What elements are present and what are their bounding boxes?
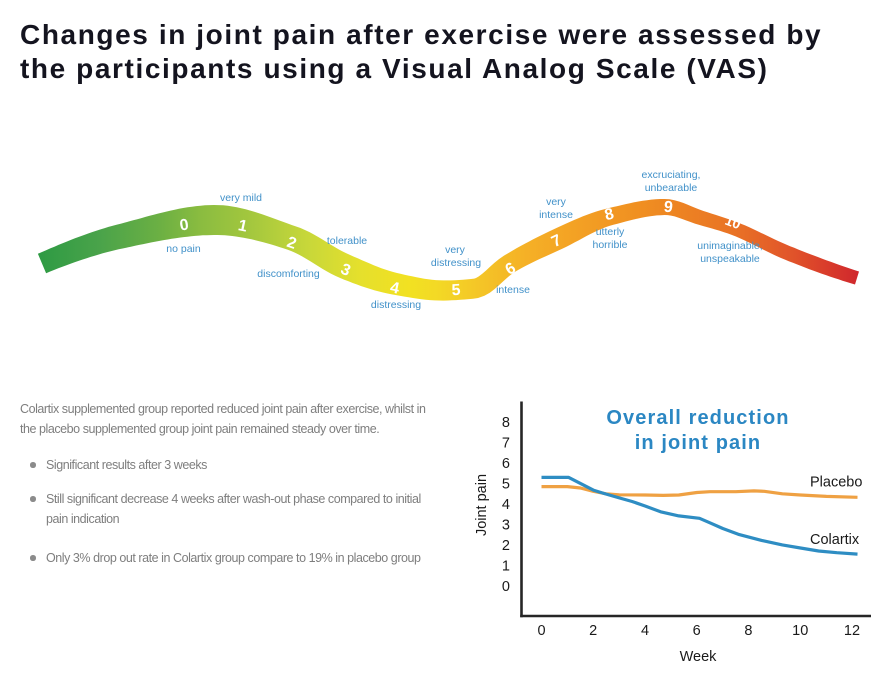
svg-text:1: 1 <box>502 558 510 574</box>
svg-text:distressing: distressing <box>431 257 481 269</box>
svg-text:no pain: no pain <box>166 243 201 255</box>
svg-text:horrible: horrible <box>592 239 627 251</box>
svg-text:intense: intense <box>496 284 530 296</box>
svg-text:5: 5 <box>502 477 510 493</box>
svg-text:7: 7 <box>502 436 510 452</box>
svg-text:Placebo: Placebo <box>810 475 862 491</box>
svg-text:unbearable: unbearable <box>645 182 698 194</box>
svg-text:10: 10 <box>792 623 808 639</box>
svg-text:5: 5 <box>451 282 461 299</box>
svg-text:utterly: utterly <box>596 226 625 238</box>
svg-text:3: 3 <box>502 517 510 533</box>
svg-text:0: 0 <box>537 623 545 639</box>
svg-text:very mild: very mild <box>220 192 262 204</box>
svg-text:2: 2 <box>589 623 597 639</box>
svg-text:in joint pain: in joint pain <box>635 432 762 454</box>
svg-text:8: 8 <box>603 206 616 225</box>
svg-text:very: very <box>546 196 567 208</box>
svg-text:intense: intense <box>539 209 573 221</box>
svg-text:4: 4 <box>389 279 401 297</box>
svg-text:10: 10 <box>723 212 743 232</box>
svg-text:unimaginable,: unimaginable, <box>697 240 762 252</box>
svg-text:4: 4 <box>502 497 510 513</box>
svg-text:1: 1 <box>237 217 249 236</box>
svg-text:Overall reduction: Overall reduction <box>606 407 789 429</box>
svg-text:Joint pain: Joint pain <box>474 474 490 536</box>
svg-text:6: 6 <box>693 623 701 639</box>
svg-text:excruciating,: excruciating, <box>642 169 701 181</box>
svg-text:very: very <box>445 244 466 256</box>
svg-text:4: 4 <box>641 623 649 639</box>
svg-text:distressing: distressing <box>371 299 421 311</box>
svg-text:unspeakable: unspeakable <box>700 253 760 265</box>
svg-text:12: 12 <box>844 623 860 639</box>
svg-text:6: 6 <box>502 456 510 472</box>
svg-text:discomforting: discomforting <box>257 268 320 280</box>
svg-text:8: 8 <box>502 415 510 431</box>
svg-text:2: 2 <box>502 538 510 554</box>
svg-text:0: 0 <box>179 216 190 234</box>
svg-text:9: 9 <box>663 199 674 217</box>
svg-text:8: 8 <box>744 623 752 639</box>
svg-text:Colartix: Colartix <box>810 532 860 548</box>
svg-text:0: 0 <box>502 579 510 595</box>
svg-text:tolerable: tolerable <box>327 235 367 247</box>
svg-text:Week: Week <box>680 649 718 665</box>
